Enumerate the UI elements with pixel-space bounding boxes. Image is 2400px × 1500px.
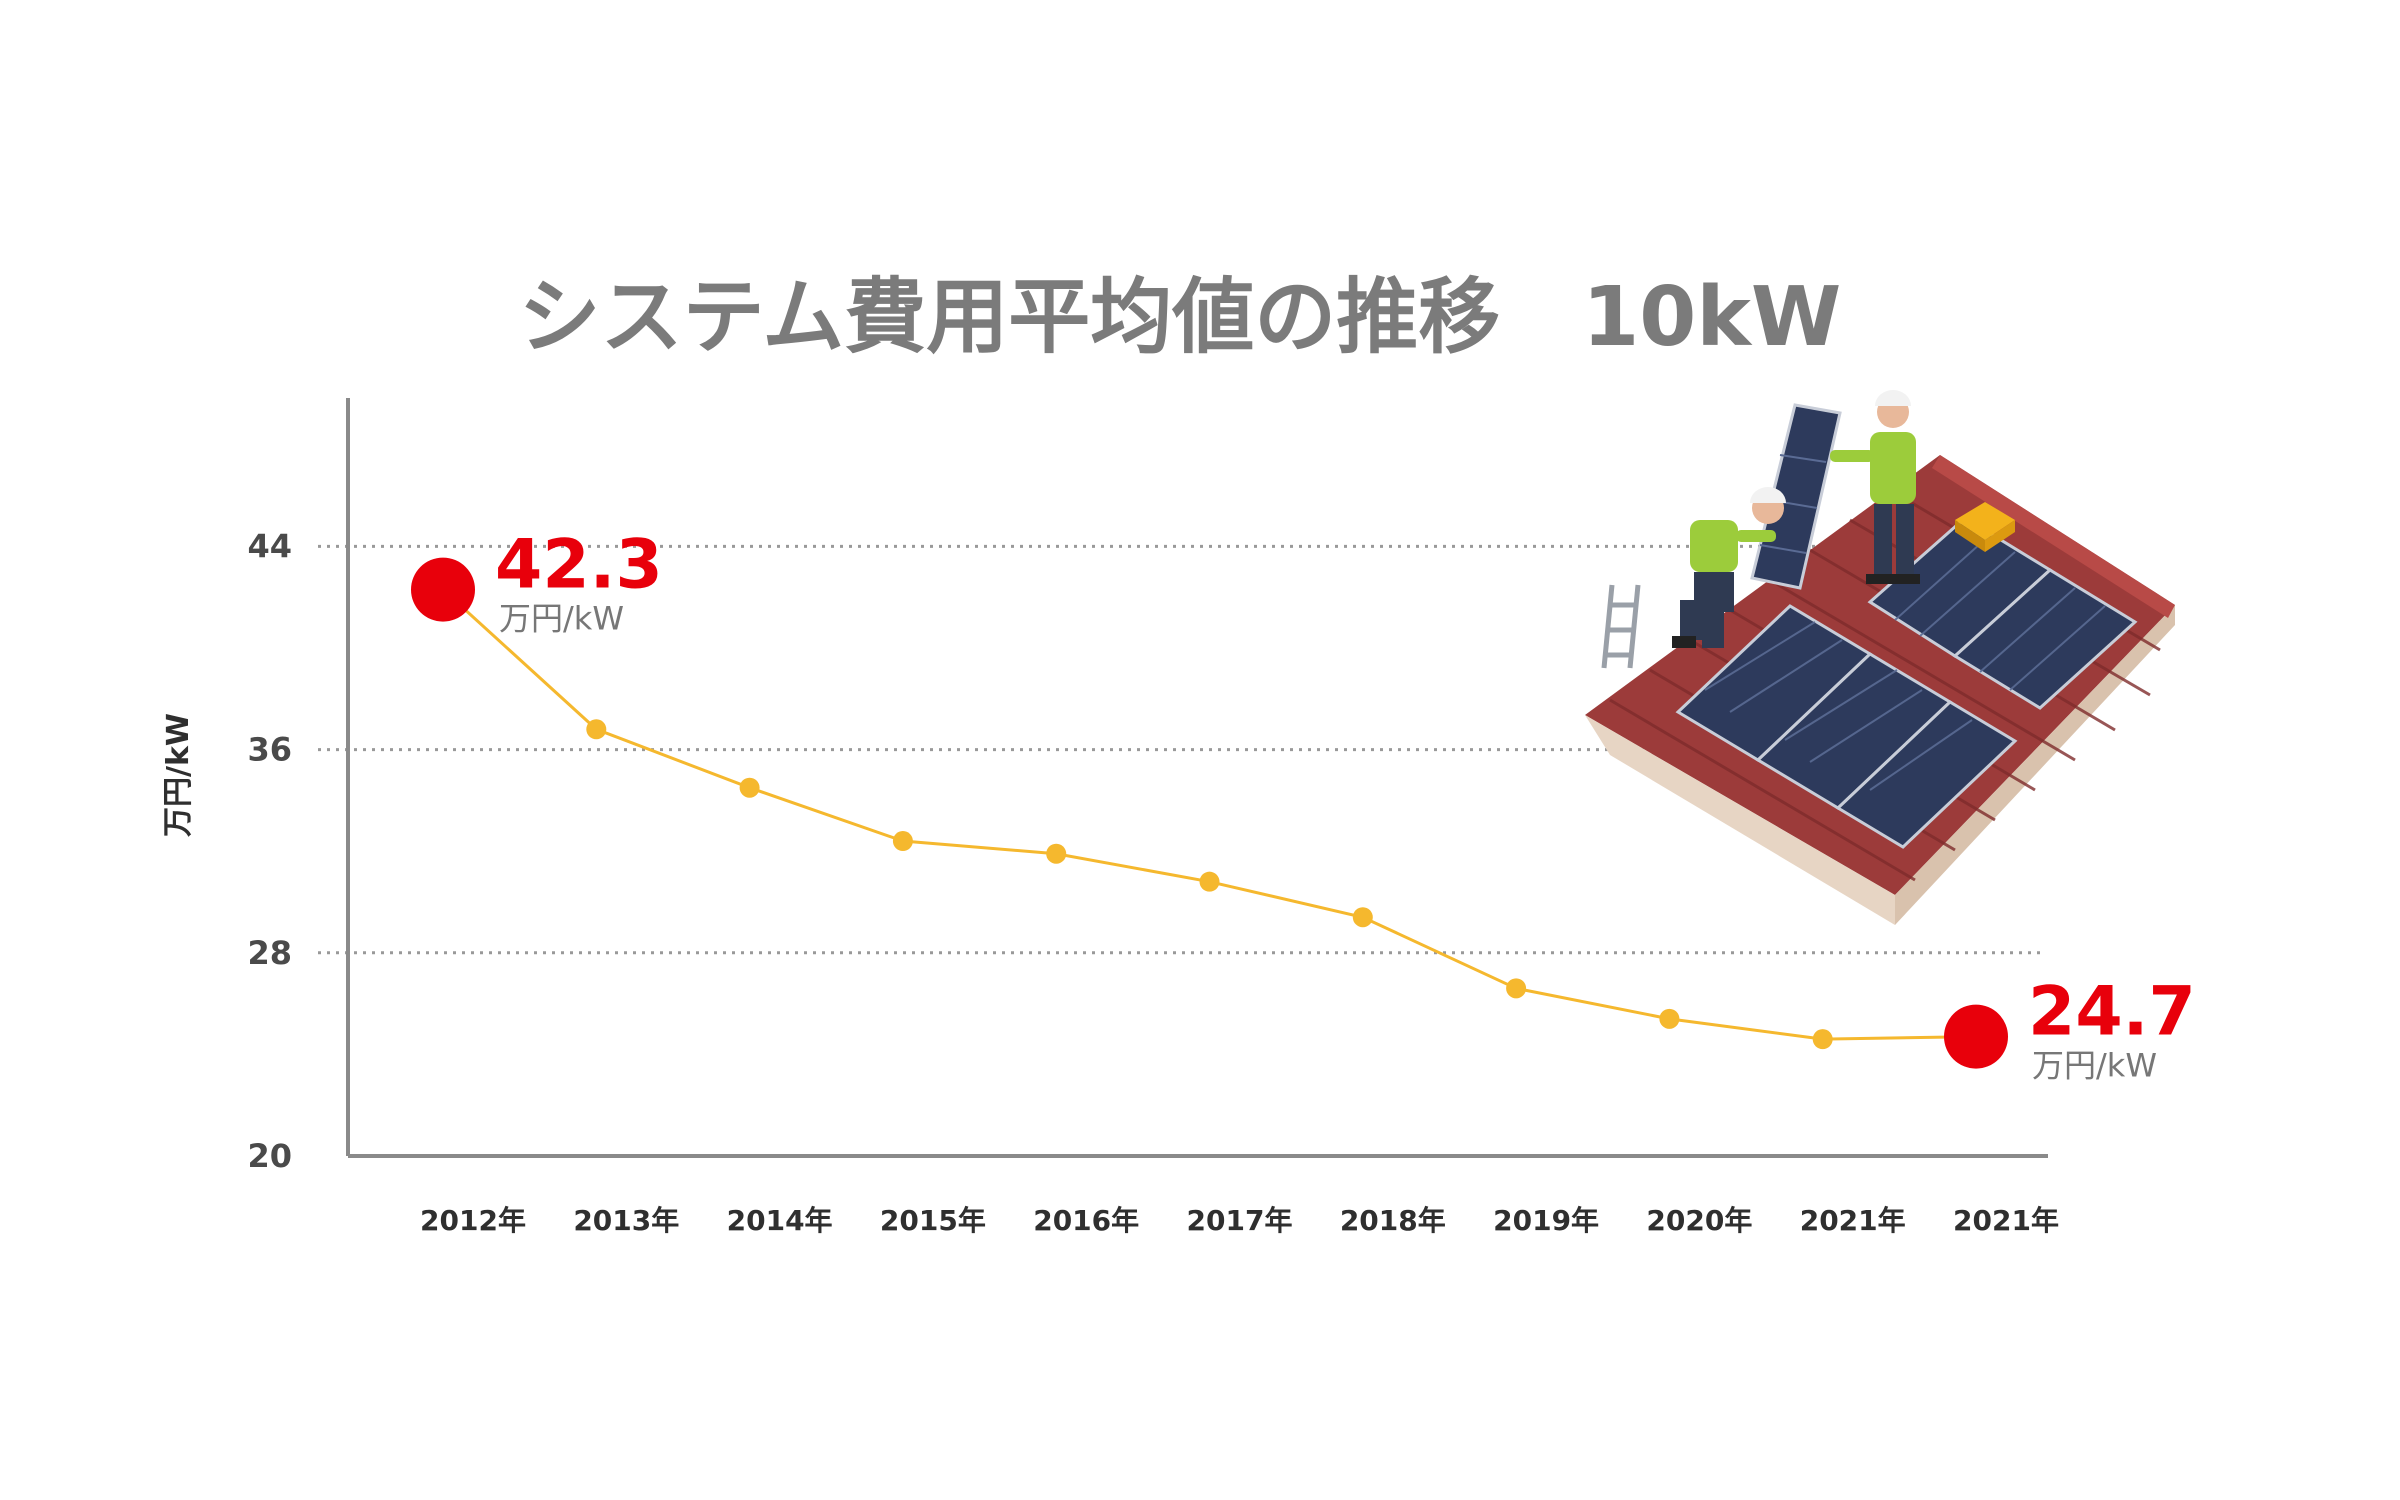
data-point <box>1352 907 1373 928</box>
grid: 20 28 36 44 <box>247 527 2040 1175</box>
series <box>411 557 2008 1069</box>
x-tick-label: 2015年 <box>880 1204 986 1237</box>
data-point <box>1199 871 1220 892</box>
x-tick-label: 2012年 <box>420 1204 526 1237</box>
callout-unit: 万円/kW <box>499 600 624 638</box>
data-point-highlight <box>411 557 475 622</box>
callout-value: 42.3 <box>495 526 663 605</box>
y-tick-label: 36 <box>247 731 292 769</box>
x-tick-label: 2017年 <box>1187 1204 1293 1237</box>
data-point <box>1812 1029 1833 1050</box>
y-tick-label: 44 <box>247 527 292 565</box>
x-tick-label: 2021年 <box>1953 1204 2059 1237</box>
x-tick-label: 2016年 <box>1033 1204 1139 1237</box>
x-tick-label: 2019年 <box>1493 1204 1599 1237</box>
data-point <box>739 777 760 798</box>
y-tick-label: 28 <box>247 934 292 972</box>
x-tick-label: 2020年 <box>1646 1204 1752 1237</box>
y-tick-label: 20 <box>247 1137 292 1175</box>
data-point <box>1659 1008 1680 1029</box>
solar-installers-roof-icon <box>1585 390 2175 925</box>
x-tick-label: 2013年 <box>573 1204 679 1237</box>
data-point-highlight <box>1944 1004 2008 1069</box>
x-tick-label: 2021年 <box>1800 1204 1906 1237</box>
data-point <box>1506 978 1527 999</box>
chart-title: システム費用平均値の推移 10kW <box>519 270 1842 365</box>
callout-unit: 万円/kW <box>2032 1047 2157 1085</box>
data-point <box>892 831 913 852</box>
data-point <box>586 719 607 740</box>
x-tick-label: 2018年 <box>1340 1204 1446 1237</box>
data-point <box>1046 843 1067 864</box>
callout-value: 24.7 <box>2028 973 2196 1052</box>
x-tick-labels: 2012年 2013年 2014年 2015年 2016年 2017年 2018年 2019年… <box>420 1204 2059 1237</box>
y-axis-label: 万円/kW <box>161 713 196 837</box>
x-tick-label: 2014年 <box>727 1204 833 1237</box>
